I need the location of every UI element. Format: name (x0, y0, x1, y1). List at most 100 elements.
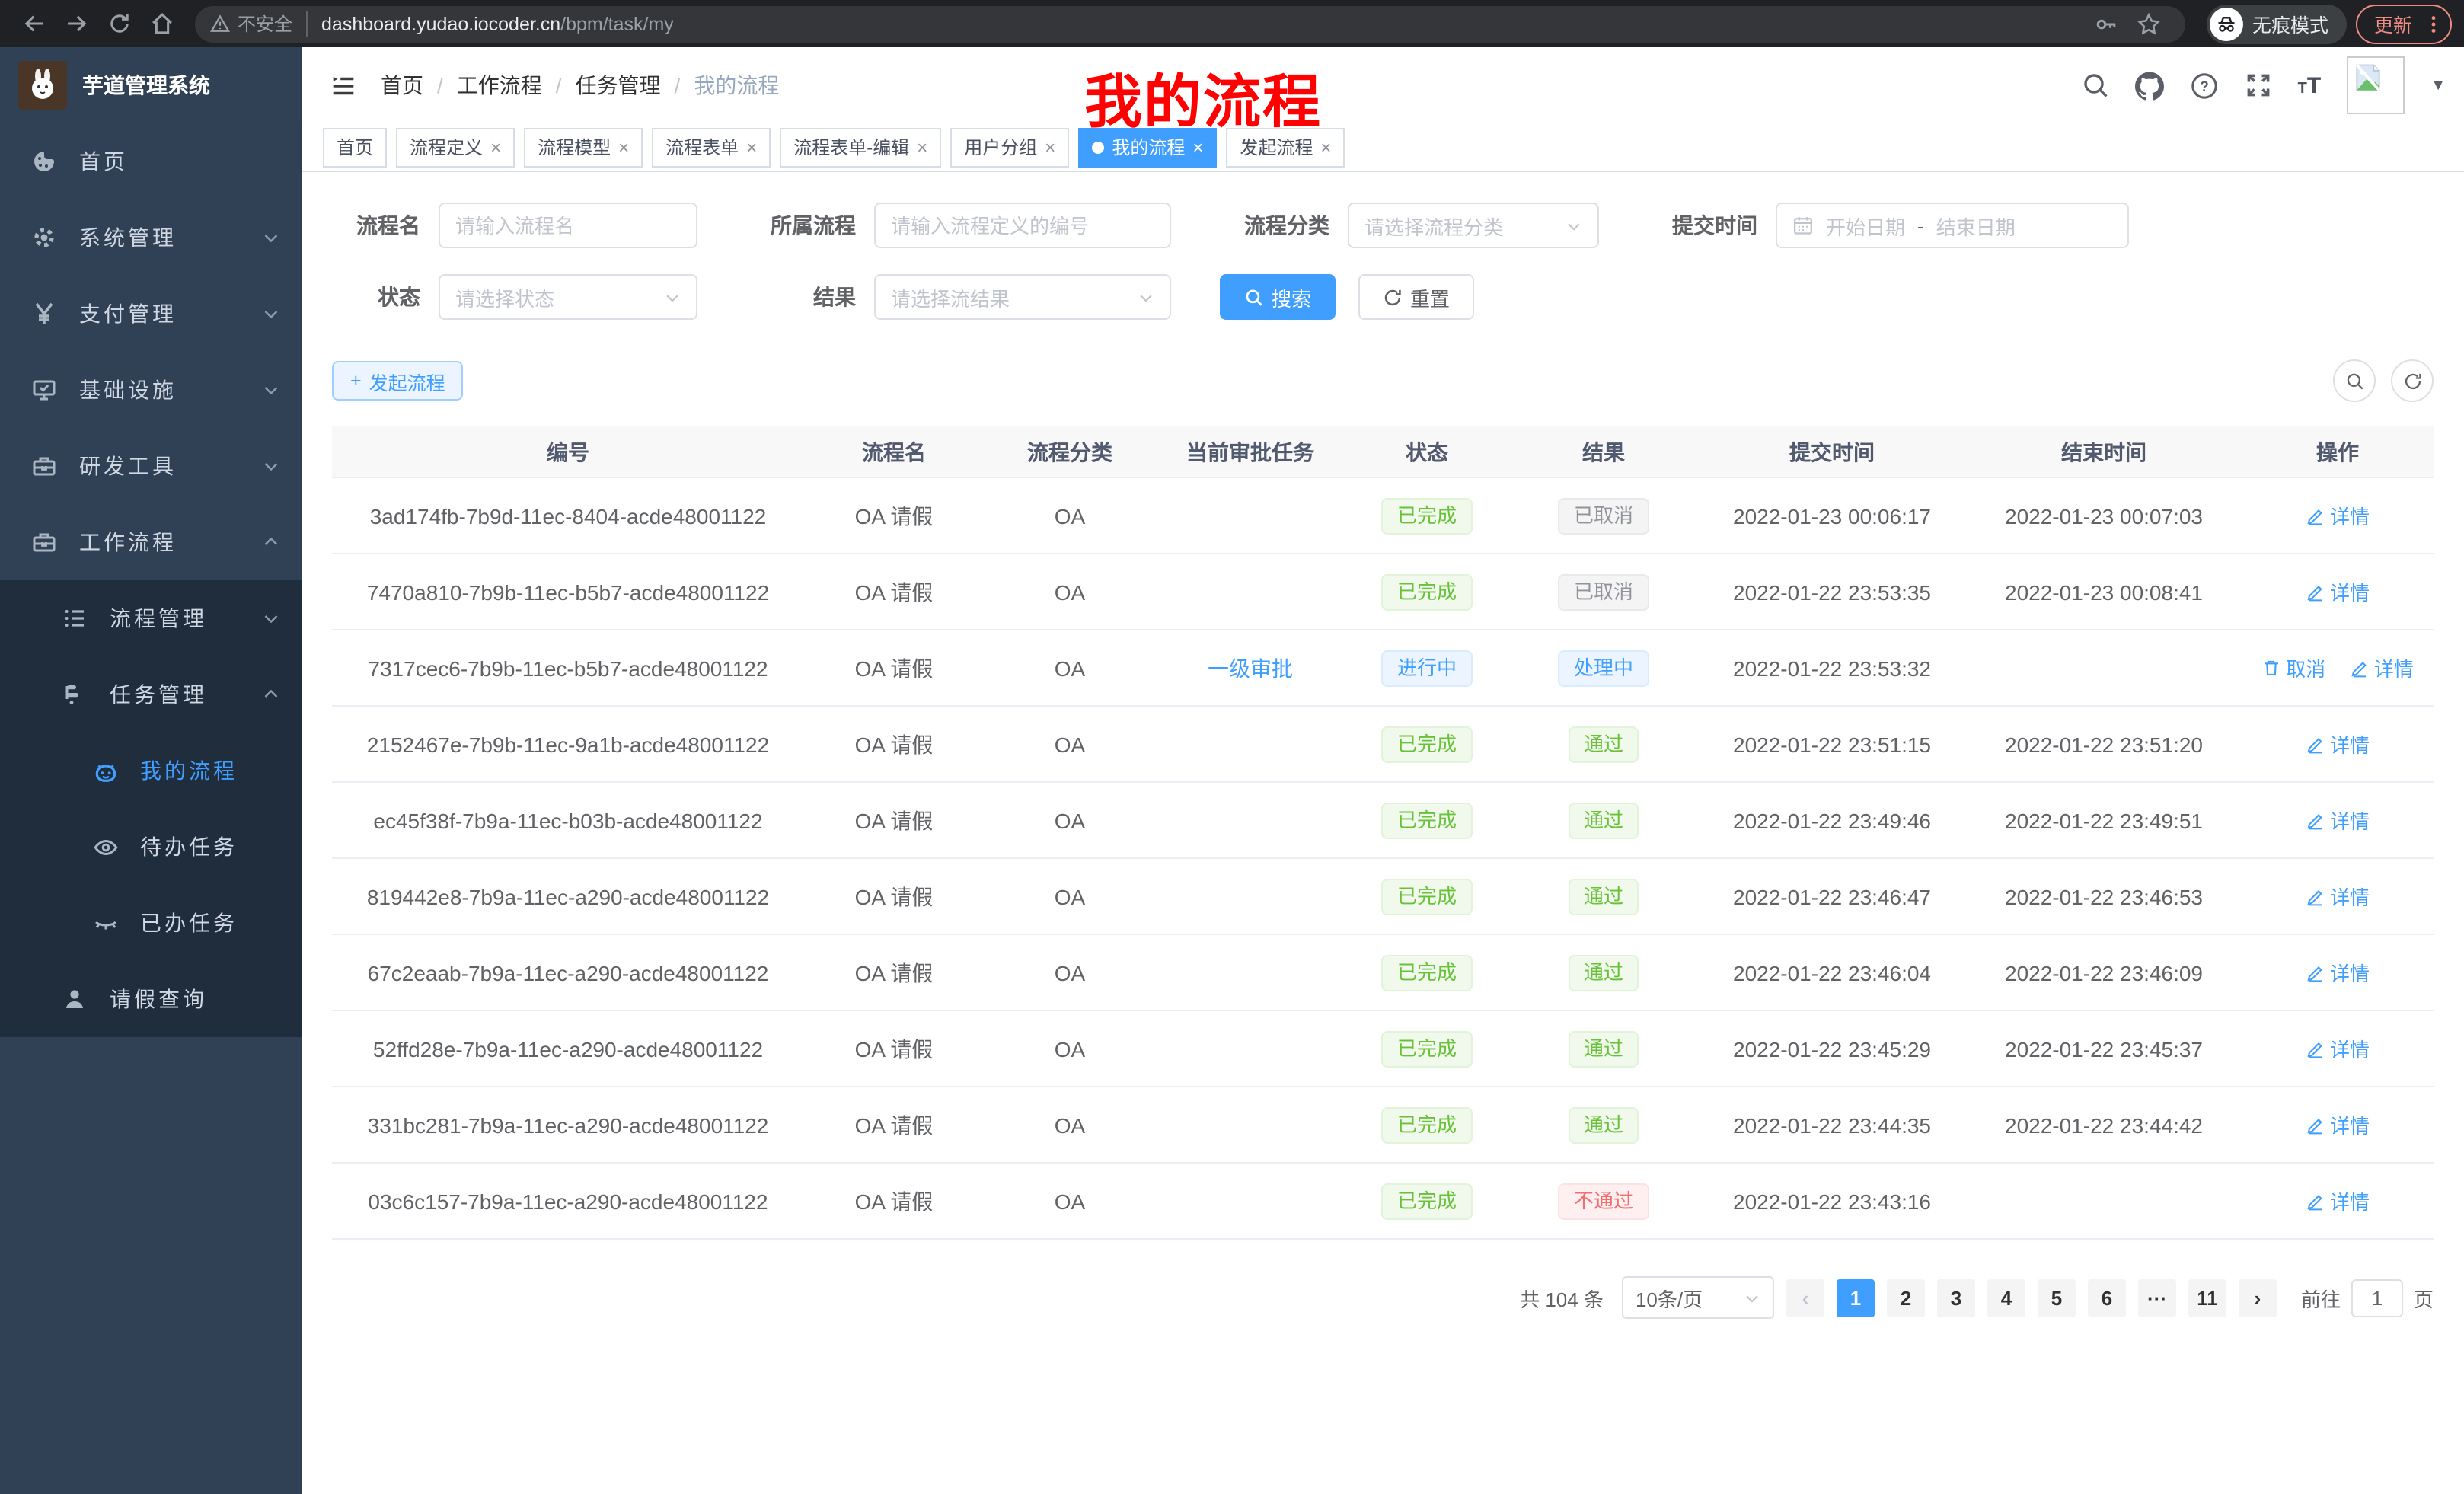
sidebar-item-infra[interactable]: 基础设施 (0, 352, 302, 428)
view-tab[interactable]: 流程表单-编辑 × (780, 127, 942, 167)
github-icon[interactable] (2134, 71, 2164, 100)
tab-close-icon[interactable]: × (1192, 136, 1204, 158)
current-task-link[interactable]: 一级审批 (1208, 656, 1293, 680)
password-key-icon[interactable] (2085, 2, 2127, 45)
page-button[interactable]: ··· (2137, 1279, 2176, 1317)
page-button[interactable]: 11 (2188, 1279, 2226, 1317)
chevron-down-icon (262, 381, 280, 399)
process-definition-input[interactable] (874, 203, 1171, 248)
sidebar-item-process-mgmt[interactable]: 流程管理 (0, 580, 302, 656)
view-tab[interactable]: 首页 (323, 127, 388, 167)
start-process-button[interactable]: + 发起流程 (332, 361, 464, 401)
sidebar-item-home[interactable]: 首页 (0, 123, 302, 200)
view-tab[interactable]: 流程模型 × (524, 127, 643, 167)
detail-action[interactable]: 详情 (2306, 1186, 2370, 1215)
tab-close-icon[interactable]: × (1045, 136, 1056, 158)
view-tab[interactable]: 流程定义 × (396, 127, 515, 167)
submit-time-range-picker[interactable]: 开始日期 - 结束日期 (1776, 203, 2129, 248)
search-icon (2346, 372, 2363, 389)
sidebar-item-task-mgmt[interactable]: 任务管理 (0, 656, 302, 733)
breadcrumb-item[interactable]: 工作流程 (456, 73, 542, 97)
page-button[interactable]: 5 (2037, 1279, 2076, 1317)
browser-reload-button[interactable] (97, 2, 140, 45)
detail-action[interactable]: 详情 (2306, 1034, 2370, 1063)
help-icon[interactable]: ? (2190, 71, 2219, 100)
sidebar-fold-icon[interactable] (323, 65, 362, 105)
view-tab[interactable]: 流程表单 × (652, 127, 771, 167)
detail-action[interactable]: 详情 (2306, 1110, 2370, 1139)
browser-back-button[interactable] (12, 2, 55, 45)
cell-id: ec45f38f-7b9a-11ec-b03b-acde48001122 (332, 782, 804, 859)
search-icon[interactable] (2082, 72, 2109, 99)
cell-process-name: OA 请假 (804, 477, 984, 554)
search-button[interactable]: 搜索 (1220, 274, 1336, 320)
tab-close-icon[interactable]: × (618, 136, 630, 158)
sidebar-item-todo-tasks[interactable]: 待办任务 (0, 809, 302, 885)
bookmark-star-icon[interactable] (2127, 2, 2170, 45)
logo[interactable]: 芋道管理系统 (0, 47, 302, 123)
view-tab[interactable]: 我的流程 × (1078, 127, 1218, 167)
reset-button[interactable]: 重置 (1358, 274, 1475, 320)
detail-action[interactable]: 详情 (2306, 501, 2370, 530)
tab-close-icon[interactable]: × (746, 136, 758, 158)
sidebar-item-leave-query[interactable]: 请假查询 (0, 961, 302, 1037)
avatar[interactable] (2347, 56, 2405, 114)
table-row: 3ad174fb-7b9d-11ec-8404-acde48001122 OA … (332, 477, 2434, 554)
page-button[interactable]: 4 (1987, 1279, 2025, 1317)
cell-result: 通过 (1509, 1087, 1698, 1164)
sidebar-item-my-process[interactable]: 我的流程 (0, 733, 302, 809)
font-size-icon[interactable]: TT (2297, 72, 2322, 98)
filter-time-label: 提交时间 (1672, 213, 1757, 238)
page-button[interactable]: 1 (1836, 1279, 1875, 1317)
view-tab[interactable]: 用户分组 × (950, 127, 1070, 167)
status-badge: 已完成 (1381, 878, 1472, 915)
site-security[interactable]: 不安全 (210, 11, 308, 37)
category-select[interactable]: 请选择流程分类 (1348, 203, 1599, 248)
cell-result: 通过 (1509, 858, 1698, 935)
cell-current-task (1156, 706, 1345, 783)
browser-home-button[interactable] (140, 2, 183, 45)
sidebar-item-system[interactable]: 系统管理 (0, 200, 302, 276)
flow-branch-icon (61, 682, 88, 707)
breadcrumb-item[interactable]: 首页 (381, 73, 423, 97)
cancel-action[interactable]: 取消 (2261, 653, 2325, 682)
breadcrumb-item[interactable]: 任务管理 (575, 73, 661, 97)
goto-page-input[interactable] (2351, 1279, 2403, 1317)
tab-close-icon[interactable]: × (490, 136, 502, 158)
process-name-input[interactable] (439, 203, 697, 248)
cell-id: 3ad174fb-7b9d-11ec-8404-acde48001122 (332, 477, 804, 554)
page-button[interactable]: 3 (1936, 1279, 1975, 1317)
cell-category: OA (984, 934, 1156, 1011)
cell-end-time: 2022-01-23 00:08:41 (1966, 554, 2242, 630)
sidebar-item-pay[interactable]: 支付管理 (0, 276, 302, 352)
fullscreen-icon[interactable] (2245, 72, 2272, 99)
detail-action[interactable]: 详情 (2306, 577, 2370, 606)
detail-action[interactable]: 详情 (2306, 729, 2370, 758)
page-button[interactable]: 6 (2087, 1279, 2126, 1317)
result-select[interactable]: 请选择流结果 (874, 274, 1171, 320)
sidebar-item-done-tasks[interactable]: 已办任务 (0, 885, 302, 961)
result-placeholder: 请选择流结果 (891, 287, 1010, 310)
next-page-button[interactable]: › (2238, 1279, 2277, 1317)
status-select[interactable]: 请选择状态 (439, 274, 697, 320)
view-tab[interactable]: 发起流程 × (1226, 127, 1345, 167)
detail-action[interactable]: 详情 (2306, 958, 2370, 987)
avatar-caret-icon[interactable]: ▼ (2430, 77, 2446, 94)
address-bar[interactable]: 不安全 dashboard.yudao.iocoder.cn/bpm/task/… (195, 5, 2185, 42)
process-table: 编号 流程名 流程分类 当前审批任务 状态 结果 提交时间 结束时间 操作 3ad174fb-7… (332, 426, 2434, 1240)
page-button[interactable]: 2 (1886, 1279, 1925, 1317)
browser-update-button[interactable]: 更新 (2355, 4, 2452, 43)
tab-close-icon[interactable]: × (1320, 136, 1332, 158)
detail-action[interactable]: 详情 (2350, 653, 2414, 682)
sidebar-item-workflow[interactable]: 工作流程 (0, 504, 302, 580)
tab-close-icon[interactable]: × (917, 136, 928, 158)
browser-forward-button[interactable] (55, 2, 97, 45)
show-search-button[interactable] (2333, 359, 2376, 402)
incognito-icon (2209, 7, 2243, 40)
prev-page-button[interactable]: ‹ (1786, 1279, 1824, 1317)
detail-action[interactable]: 详情 (2306, 882, 2370, 911)
page-size-select[interactable]: 10条/页 (1621, 1276, 1774, 1319)
refresh-button[interactable] (2391, 359, 2434, 402)
sidebar-item-devtools[interactable]: 研发工具 (0, 428, 302, 504)
detail-action[interactable]: 详情 (2306, 806, 2370, 835)
